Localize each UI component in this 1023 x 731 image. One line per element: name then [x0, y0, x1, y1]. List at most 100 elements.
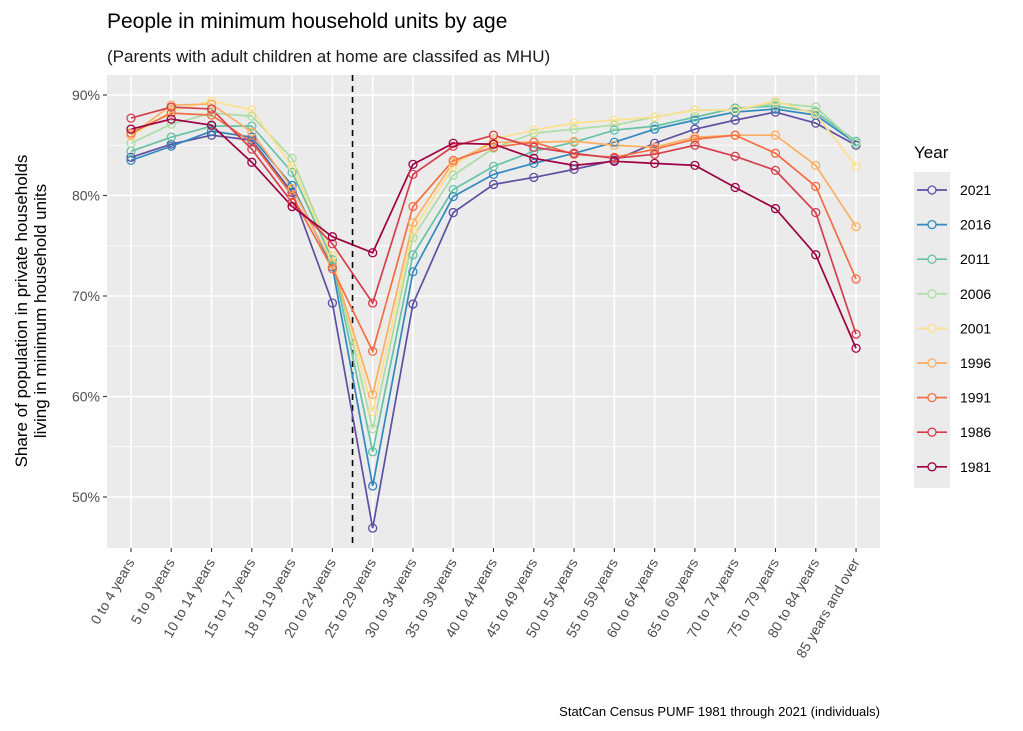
point-1986	[730, 151, 740, 161]
point-2001	[247, 105, 257, 115]
point-1991	[730, 130, 740, 140]
legend-swatch-point	[927, 185, 937, 195]
point-1991	[649, 144, 660, 154]
chart-caption: StatCan Census PUMF 1981 through 2021 (i…	[559, 704, 880, 719]
point-1991	[488, 142, 499, 152]
point-1991	[448, 155, 458, 165]
point-2006	[609, 120, 620, 130]
point-1981	[247, 157, 257, 167]
y-axis-title-line-2: living in minimum household units	[31, 184, 50, 438]
legend-swatch-point	[927, 358, 937, 368]
legend-swatch-point	[927, 289, 937, 299]
point-1986	[529, 142, 539, 152]
point-1986	[368, 298, 378, 308]
point-2021	[569, 164, 579, 175]
point-2021	[327, 298, 338, 308]
point-1991	[770, 148, 781, 158]
point-1986	[327, 239, 338, 249]
point-1991	[206, 110, 217, 120]
point-2011	[166, 132, 176, 142]
legend-item-2006: 2006	[917, 286, 991, 302]
point-2006	[448, 170, 458, 181]
point-1986	[851, 329, 861, 339]
point-1986	[166, 102, 176, 112]
point-1991	[327, 264, 338, 274]
point-2011	[287, 167, 297, 178]
y-axis: 50% 60% 70% 80% 90%	[72, 87, 107, 505]
point-1991	[287, 190, 297, 201]
point-1981	[126, 124, 136, 134]
point-2016	[609, 137, 620, 147]
legend-item-1991: 1991	[917, 390, 991, 406]
legend-label: 2001	[960, 320, 991, 336]
point-1981	[327, 232, 338, 242]
point-2006	[569, 124, 579, 134]
legend-item-1996: 1996	[917, 355, 991, 371]
point-1996	[327, 259, 338, 269]
point-1981	[649, 158, 660, 168]
point-1981	[690, 160, 700, 171]
point-1981	[569, 160, 579, 171]
point-1986	[448, 141, 458, 151]
point-2021	[368, 523, 378, 533]
point-2016	[368, 481, 378, 491]
chart-title: People in minimum household units by age	[107, 10, 507, 33]
legend: Year 2021 2016 2011 2006 2001 1996 1991 1986 198…	[914, 143, 991, 488]
point-1981	[488, 139, 499, 149]
point-2016	[448, 191, 458, 202]
point-2006	[851, 138, 861, 148]
chart-subtitle: (Parents with adult children at home are…	[107, 47, 550, 66]
point-1991	[247, 137, 257, 147]
point-2011	[488, 161, 499, 172]
point-2016	[287, 180, 297, 191]
point-2006	[247, 111, 257, 121]
point-2011	[327, 255, 338, 265]
legend-label: 1996	[960, 355, 991, 371]
point-2011	[368, 447, 378, 457]
point-2021	[529, 172, 539, 183]
legend-item-2001: 2001	[917, 320, 991, 336]
point-2001	[649, 112, 660, 122]
point-2021	[408, 299, 418, 309]
point-1981	[166, 114, 176, 124]
point-1986	[287, 197, 297, 208]
series-line-2021	[130, 111, 857, 529]
point-1986	[649, 149, 660, 159]
point-1981	[206, 120, 217, 130]
point-2021	[770, 107, 781, 117]
point-1986	[811, 207, 821, 218]
point-2006	[166, 119, 176, 129]
point-1986	[408, 169, 418, 180]
point-2001	[851, 161, 861, 172]
legend-label: 2016	[960, 217, 991, 233]
point-2021	[287, 187, 297, 198]
legend-swatch-point	[927, 392, 937, 403]
point-2001	[609, 115, 620, 125]
point-2016	[206, 126, 217, 136]
point-2001	[287, 161, 297, 172]
legend-label: 2021	[960, 182, 991, 198]
point-1991	[408, 201, 418, 212]
point-2006	[811, 102, 821, 112]
point-2001	[569, 118, 579, 128]
point-2006	[368, 424, 378, 434]
point-2011	[690, 112, 700, 122]
point-1996	[609, 140, 620, 150]
point-2011	[770, 101, 781, 111]
point-2011	[609, 125, 620, 135]
legend-label: 1981	[960, 459, 991, 475]
legend-label: 2011	[960, 251, 990, 267]
point-2001	[690, 105, 700, 115]
legend-item-1981: 1981	[917, 459, 991, 475]
point-1981	[529, 153, 539, 163]
point-2021	[649, 138, 660, 148]
point-1991	[126, 128, 136, 138]
point-2011	[649, 121, 660, 131]
point-2011	[247, 121, 257, 131]
point-2021	[126, 152, 136, 162]
point-1986	[247, 144, 257, 154]
point-2016	[529, 158, 539, 168]
legend-item-1986: 1986	[917, 424, 991, 440]
